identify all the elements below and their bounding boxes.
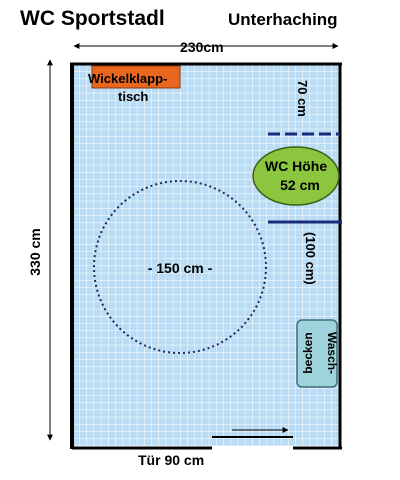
changing-table-label-2: tisch xyxy=(118,89,148,104)
title: WC Sportstadl xyxy=(20,7,165,30)
changing-table xyxy=(91,65,181,89)
washbasin xyxy=(296,319,338,388)
washbasin-label-1: Wasch- xyxy=(325,332,339,374)
floor-tiles xyxy=(72,64,340,446)
toilet xyxy=(252,146,340,206)
table-height-label: 70 cm xyxy=(295,80,310,117)
door-label: Tür 90 cm xyxy=(138,452,204,468)
width-label: 230cm xyxy=(180,39,224,55)
turning-circle-label: - 150 cm - xyxy=(148,260,213,276)
toilet-label-1: WC Höhe xyxy=(265,158,327,174)
washbasin-label-2: becken xyxy=(301,332,315,373)
location: Unterhaching xyxy=(228,10,338,29)
changing-table-label-1: Wickelklapp- xyxy=(88,71,167,86)
depth-label: 330 cm xyxy=(27,228,43,275)
rail-height-label: (100 cm) xyxy=(303,232,318,285)
toilet-label-2: 52 cm xyxy=(280,177,320,193)
turning-circle xyxy=(93,180,267,354)
